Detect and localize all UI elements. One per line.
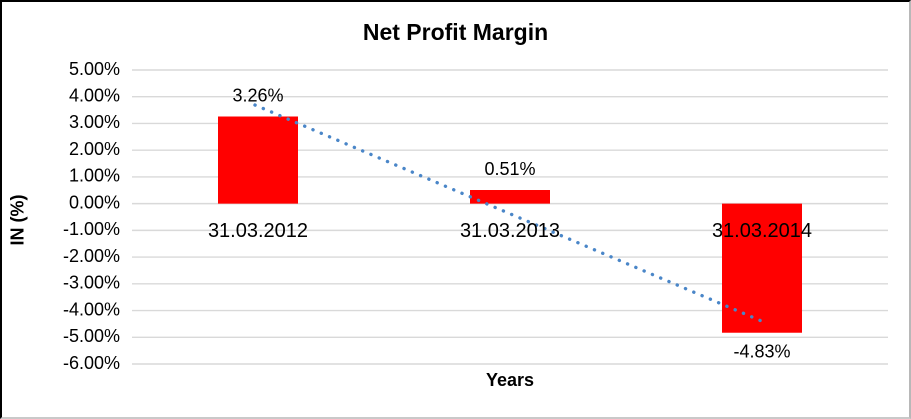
y-tick-label: -3.00% — [63, 273, 120, 293]
y-tick-label: -6.00% — [63, 353, 120, 373]
chart-title: Net Profit Margin — [362, 19, 549, 45]
x-category-label: 31.03.2014 — [712, 220, 812, 242]
y-tick-label: 2.00% — [69, 139, 120, 159]
x-category-label: 31.03.2013 — [460, 220, 560, 242]
data-label: 3.26% — [232, 85, 283, 105]
y-tick-label: -4.00% — [63, 299, 120, 319]
bar-31.03.2012 — [218, 116, 298, 204]
y-tick-label: 1.00% — [69, 166, 120, 186]
trendline — [253, 103, 764, 323]
x-axis-title: Years — [485, 370, 535, 390]
y-tick-label: 3.00% — [69, 112, 120, 132]
y-axis-title: IN (%) — [7, 194, 28, 246]
data-label: -4.83% — [733, 341, 790, 361]
x-category-label: 31.03.2012 — [208, 220, 308, 242]
y-tick-label: 0.00% — [69, 192, 120, 212]
y-tick-label: 5.00% — [69, 59, 120, 79]
bar-31.03.2013 — [470, 190, 550, 204]
y-tick-label: 4.00% — [69, 85, 120, 105]
y-tick-label: -2.00% — [63, 246, 120, 266]
y-tick-label: -5.00% — [63, 326, 120, 346]
y-tick-label: -1.00% — [63, 219, 120, 239]
data-label: 0.51% — [484, 159, 535, 179]
